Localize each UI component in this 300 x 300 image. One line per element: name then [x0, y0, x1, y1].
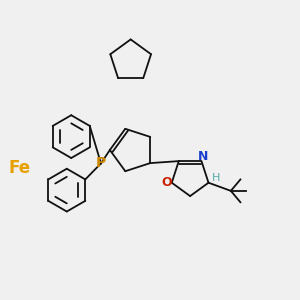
Text: Fe: Fe: [8, 159, 30, 177]
Text: O: O: [161, 176, 172, 189]
Text: N: N: [198, 150, 208, 163]
Text: P: P: [96, 156, 106, 170]
Text: H: H: [212, 173, 220, 183]
